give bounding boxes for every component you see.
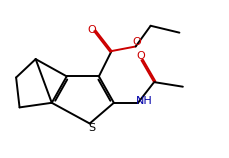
Text: O: O	[87, 25, 95, 35]
Text: O: O	[132, 37, 141, 47]
Text: NH: NH	[136, 95, 152, 106]
Text: O: O	[135, 51, 144, 61]
Text: S: S	[88, 123, 95, 133]
